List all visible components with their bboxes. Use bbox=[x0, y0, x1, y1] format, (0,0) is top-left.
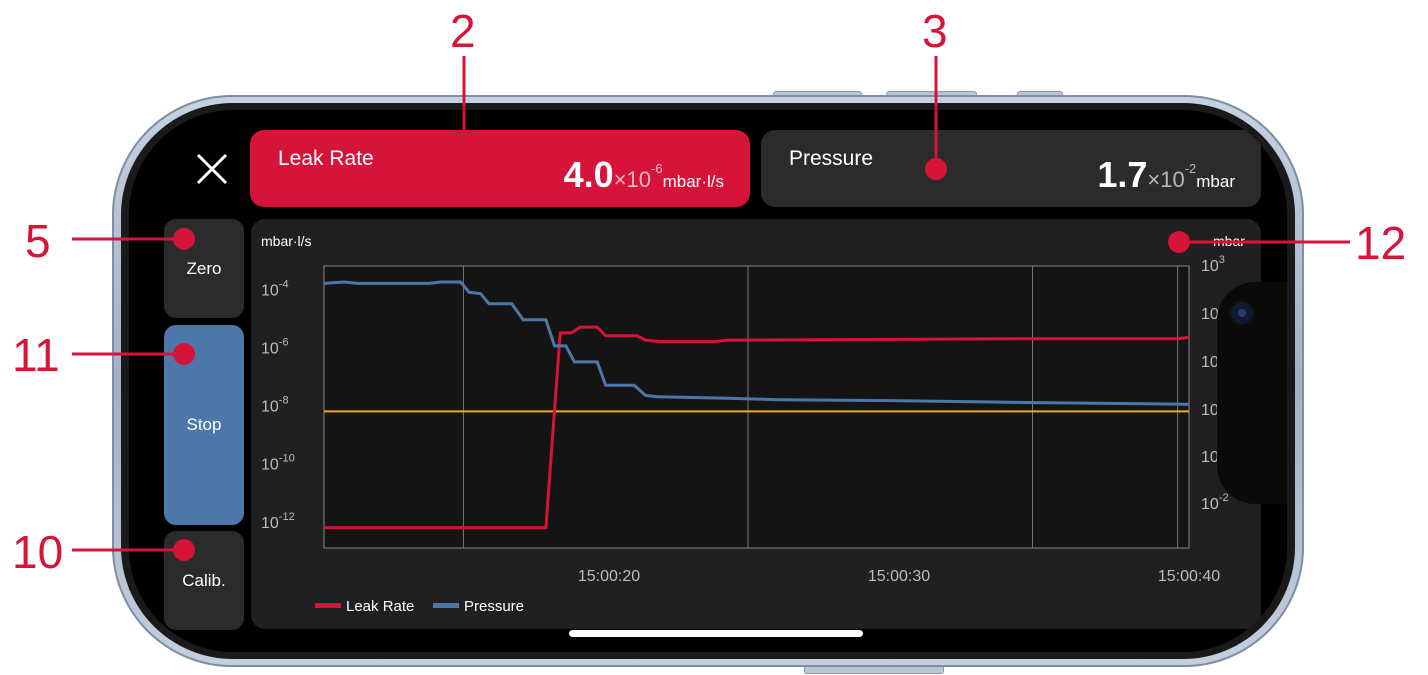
x-axis-tick-label: 15:00:20 bbox=[578, 568, 640, 585]
x-axis-ticks: 15:00:20 15:00:30 15:00:40 bbox=[578, 568, 1220, 585]
callout-5: 5 bbox=[25, 215, 51, 267]
pressure-card: Pressure 1.7×10-2mbar bbox=[761, 130, 1261, 207]
legend-swatch-pressure bbox=[433, 603, 459, 608]
leak-pressure-chart: mbar·l/s mbar 10-4 10-6 10-8 10-10 10-12 103… bbox=[261, 233, 1245, 615]
legend-label-leak-rate: Leak Rate bbox=[346, 598, 414, 615]
app-screen: Leak Rate 4.0×10-6mbar·l/s Pressure 1.7×… bbox=[129, 110, 1287, 652]
leak-rate-card: Leak Rate 4.0×10-6mbar·l/s bbox=[250, 130, 750, 207]
leak-rate-mantissa: 4.0 bbox=[563, 154, 614, 195]
pressure-multiplier: ×10 bbox=[1147, 167, 1185, 192]
camera-icon bbox=[1231, 302, 1253, 324]
callout-10: 10 bbox=[12, 526, 64, 578]
plot-area bbox=[323, 265, 1190, 549]
pressure-unit: mbar bbox=[1196, 172, 1235, 191]
callout-11: 11 bbox=[12, 329, 60, 381]
right-axis-tick-label: 10 bbox=[1201, 354, 1219, 371]
legend: Leak Rate Pressure bbox=[315, 598, 524, 615]
leak-rate-value: 4.0×10-6mbar·l/s bbox=[564, 154, 724, 196]
legend-swatch-leak-rate bbox=[315, 603, 341, 608]
home-indicator bbox=[569, 630, 863, 637]
leak-rate-series-line bbox=[324, 325, 1190, 530]
pressure-mantissa: 1.7 bbox=[1097, 154, 1148, 195]
right-axis-tick-label: 10-2 bbox=[1201, 492, 1229, 513]
callout-2: 2 bbox=[450, 5, 476, 57]
calib-button[interactable]: Calib. bbox=[164, 531, 244, 630]
callout-12: 12 bbox=[1355, 217, 1407, 269]
left-axis-tick-label: 10-8 bbox=[261, 395, 289, 416]
pressure-exponent: -2 bbox=[1184, 161, 1197, 176]
pressure-series-line bbox=[323, 280, 1190, 406]
chart-grid bbox=[323, 265, 1190, 549]
close-button[interactable] bbox=[195, 152, 229, 186]
right-axis-ticks: 103 10 10 10 10 10-2 bbox=[1201, 254, 1229, 513]
left-axis-tick-label: 10-12 bbox=[261, 511, 295, 532]
leak-rate-label: Leak Rate bbox=[278, 147, 374, 170]
left-axis-ticks: 10-4 10-6 10-8 10-10 10-12 bbox=[261, 278, 295, 532]
right-axis-tick-label: 10 bbox=[1201, 402, 1219, 419]
x-axis-tick-label: 15:00:40 bbox=[1158, 568, 1220, 585]
callout-3: 3 bbox=[922, 5, 948, 57]
pressure-value: 1.7×10-2mbar bbox=[1097, 154, 1235, 196]
camera-notch bbox=[1217, 282, 1287, 504]
leak-rate-exponent: -6 bbox=[651, 161, 663, 176]
left-axis-label: mbar·l/s bbox=[261, 233, 312, 249]
leak-rate-multiplier: ×10 bbox=[613, 167, 652, 192]
right-axis-tick-label: 10 bbox=[1201, 306, 1219, 323]
left-axis-tick-label: 10-6 bbox=[261, 336, 289, 357]
close-icon bbox=[196, 153, 228, 185]
right-axis-label: mbar bbox=[1213, 233, 1245, 249]
left-axis-tick-label: 10-4 bbox=[261, 278, 289, 299]
chart-panel: mbar·l/s mbar 10-4 10-6 10-8 10-10 10-12 103… bbox=[251, 219, 1261, 629]
pressure-label: Pressure bbox=[789, 147, 874, 170]
legend-label-pressure: Pressure bbox=[464, 598, 524, 615]
zero-button[interactable]: Zero bbox=[164, 219, 244, 318]
x-axis-tick-label: 15:00:30 bbox=[868, 568, 930, 585]
stop-button[interactable]: Stop bbox=[164, 325, 244, 525]
right-axis-tick-label: 10 bbox=[1201, 449, 1219, 466]
leak-rate-unit: mbar·l/s bbox=[662, 172, 724, 191]
left-axis-tick-label: 10-10 bbox=[261, 453, 295, 474]
right-axis-tick-label: 103 bbox=[1201, 254, 1225, 275]
